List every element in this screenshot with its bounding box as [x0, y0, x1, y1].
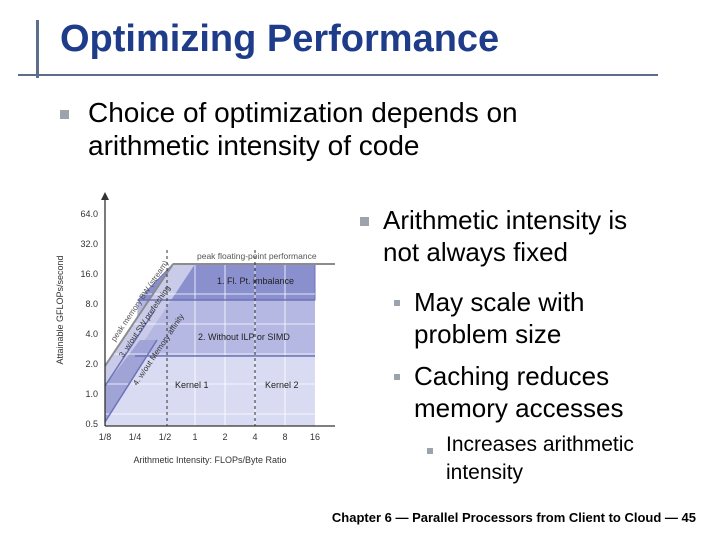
kernel-2-label: Kernel 2	[265, 380, 299, 390]
bullet-line: May scale with	[414, 287, 585, 317]
title-accent-bar	[36, 20, 39, 78]
bullet-text: Arithmetic intensity is not always fixed	[383, 204, 627, 268]
bullet-line: Choice of optimization depends on	[88, 97, 518, 128]
x-tick-label: 1/4	[129, 432, 142, 442]
bullet-line: intensity	[446, 461, 524, 484]
page-title: Optimizing Performance	[60, 18, 500, 60]
x-tick-label: 4	[252, 432, 257, 442]
x-tick-label: 1/8	[99, 432, 112, 442]
roofline-figure: 64.0 32.0 16.0 8.0 4.0 2.0 1.0 0.5 1/8 1…	[55, 192, 335, 465]
y-tick-label: 64.0	[80, 209, 98, 219]
bullet-marker	[394, 374, 400, 380]
bullet-marker	[360, 217, 369, 226]
kernel-1-label: Kernel 1	[175, 380, 209, 390]
bullet-line: arithmetic intensity of code	[88, 130, 420, 161]
ceiling-1-label: 1. Fl. Pt. imbalance	[217, 276, 294, 286]
x-tick-label: 1	[192, 432, 197, 442]
ceiling-3-line	[104, 309, 156, 387]
bullet-text: May scale with problem size	[414, 286, 585, 350]
bullet-line: Caching reduces	[414, 361, 610, 391]
peak-fp-label: peak floating-point performance	[197, 251, 317, 261]
y-axis-arrow	[101, 192, 109, 200]
peak-bw-line	[104, 263, 174, 367]
grid	[105, 250, 315, 426]
bullet-line: problem size	[414, 319, 562, 349]
bullet-marker	[427, 448, 433, 454]
x-tick-label: 16	[310, 432, 320, 442]
y-axis-title: Attainable GFLOPs/second	[55, 255, 65, 364]
bullet-text: Increases arithmetic intensity	[446, 431, 634, 487]
ceiling-2-label: 2. Without ILP or SIMD	[198, 332, 290, 342]
bullet-line: Increases arithmetic	[446, 433, 634, 456]
y-tick-label: 2.0	[85, 359, 98, 369]
y-tick-label: 4.0	[85, 329, 98, 339]
y-tick-label: 0.5	[85, 419, 98, 429]
x-axis-title: Arithmetic Intensity: FLOPs/Byte Ratio	[133, 455, 286, 465]
bullet-line: not always fixed	[383, 237, 568, 267]
footer-text: Chapter 6 — Parallel Processors from Cli…	[331, 510, 696, 525]
bullet-text: Choice of optimization depends on arithm…	[88, 96, 518, 162]
y-tick-label: 8.0	[85, 299, 98, 309]
x-tick-label: 2	[222, 432, 227, 442]
x-tick-label: 8	[282, 432, 287, 442]
y-tick-label: 32.0	[80, 239, 98, 249]
bullet-text: Caching reduces memory accesses	[414, 360, 624, 424]
bullet-marker	[394, 300, 400, 306]
x-tick-label: 1/2	[159, 432, 172, 442]
region-lower	[105, 356, 315, 426]
bullet-line: Arithmetic intensity is	[383, 205, 628, 235]
y-tick-label: 1.0	[85, 389, 98, 399]
y-tick-label: 16.0	[80, 269, 98, 279]
title-underline	[18, 74, 658, 76]
bullet-line: memory accesses	[414, 393, 624, 423]
bullet-marker	[60, 110, 69, 119]
ceiling-4-line	[104, 339, 158, 423]
